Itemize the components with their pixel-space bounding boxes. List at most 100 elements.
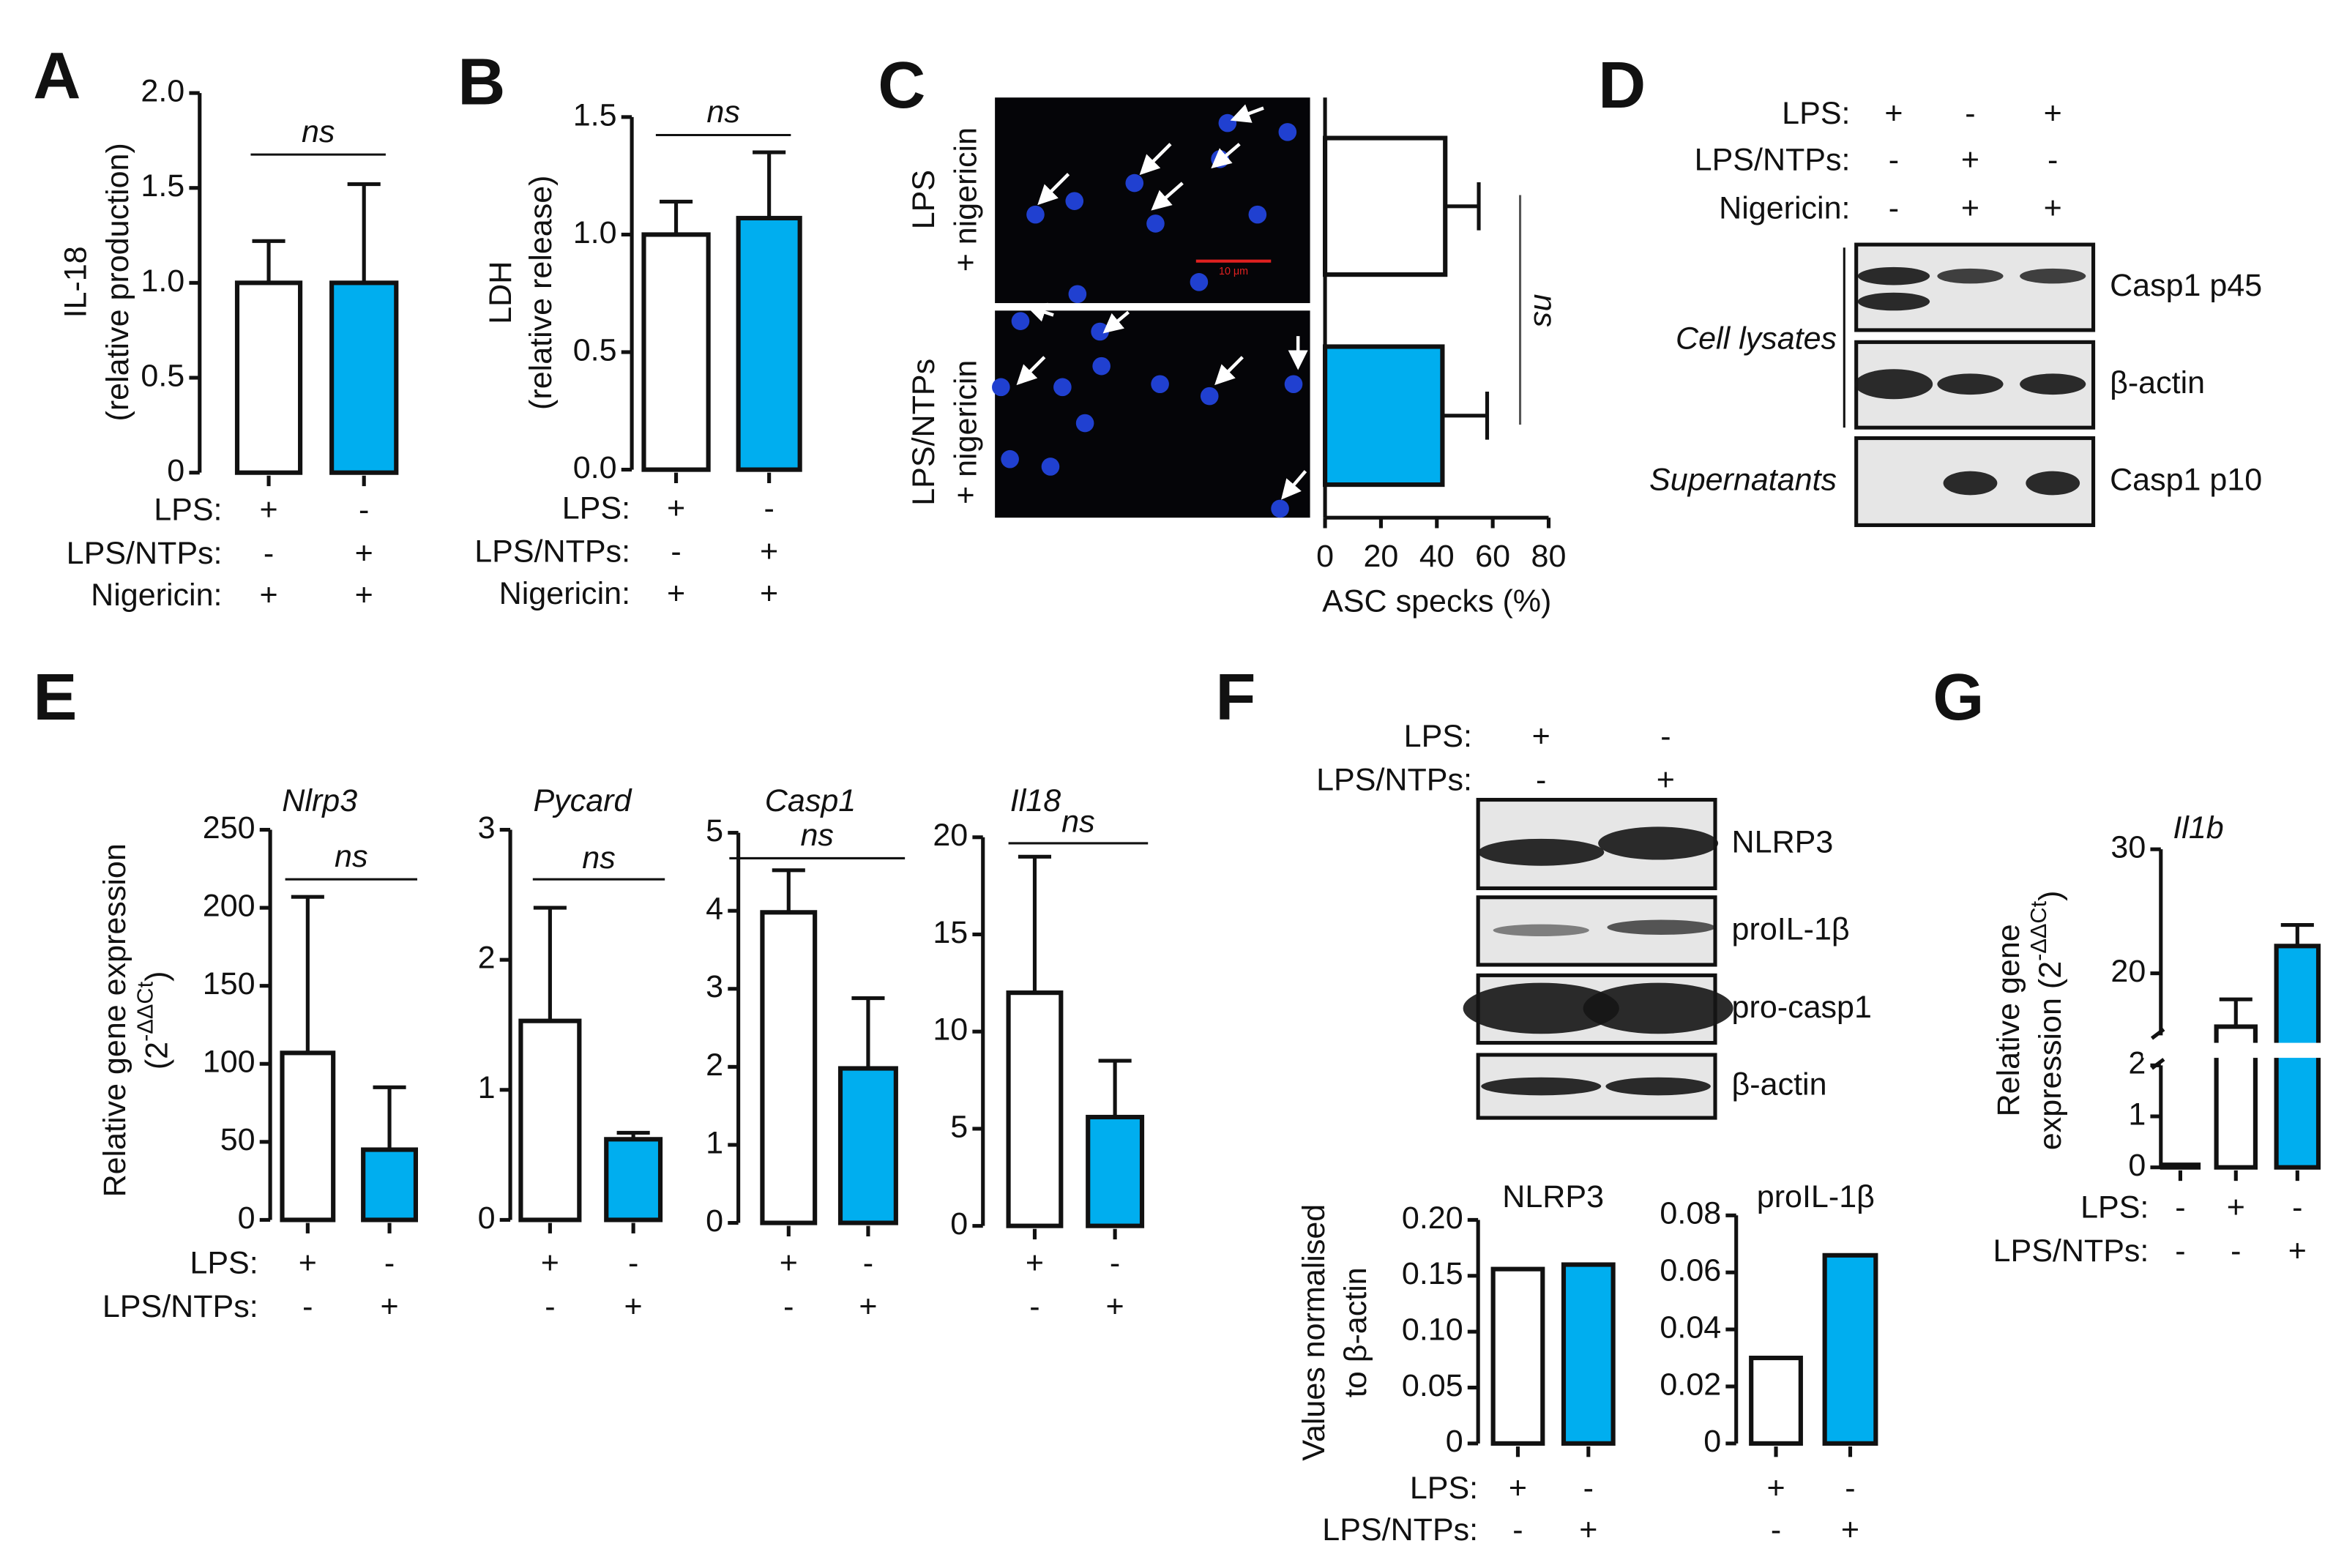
error-bar [616,1130,650,1140]
bar [736,215,802,472]
row-label: + nigericin [949,360,984,504]
panel-letter: G [1933,660,1984,734]
condition-symbol: - [2048,143,2058,178]
arrow [1037,173,1070,206]
bar [641,232,711,472]
condition-label: LPS/NTPs: [102,1289,258,1324]
y-tick-label: 0.10 [1402,1313,1463,1348]
y-axis-label-part: -ΔΔCt [132,981,157,1041]
blot-band [1857,266,1930,285]
condition-symbol: - [2231,1233,2241,1269]
nucleus [1151,375,1169,394]
condition-symbol: - [302,1289,313,1324]
y-axis-label-part: (2 [140,1042,175,1069]
blot-band [1605,1077,1711,1096]
condition-symbol: - [1512,1512,1523,1548]
y-tick-label: 0 [1703,1424,1721,1459]
blot-band [1493,924,1589,937]
error-bar [347,182,381,283]
y-tick-label: 3 [478,810,496,845]
x-tick-label: 20 [1363,539,1398,574]
nucleus [1190,273,1209,291]
y-axis-label-part: expression (2 [2034,961,2069,1150]
condition-symbol: + [355,578,373,613]
bar [1490,1266,1545,1446]
y-axis-label: Values normalised [1296,1204,1332,1461]
arrow [1214,356,1244,386]
condition-symbol: + [1532,719,1550,754]
bar [518,1018,582,1222]
y-tick-label: 3 [706,969,723,1004]
nucleus [1026,205,1045,224]
blot-band [1937,268,2004,284]
bar [1561,1262,1616,1446]
y-axis-label: (relative release) [524,175,559,409]
y-tick-label: 0 [1446,1424,1463,1459]
y-axis-label-part: -ΔΔCt [2026,900,2051,960]
y-axis-label-part: Values normalised [1296,1204,1332,1461]
condition-symbol: - [1889,190,1899,225]
y-tick-label: 200 [203,888,255,923]
nucleus [1001,449,1019,468]
blot-label: Casp1 p45 [2110,268,2262,303]
condition-symbol: + [667,490,685,526]
nucleus [1278,123,1297,141]
blot-label: proIL-1β [1732,911,1850,947]
blot-label: β-actin [1732,1067,1827,1102]
nucleus [1146,214,1165,233]
nucleus [1011,312,1030,330]
error-bar [753,150,786,218]
condition-symbol: + [2044,96,2062,131]
condition-symbol: + [541,1245,559,1280]
condition-symbol: - [1845,1471,1855,1506]
blot-band [1937,373,2004,395]
y-axis-label: Relative gene [1991,924,2026,1116]
y-axis-label-part: LDH [483,261,518,324]
bar [361,1147,418,1222]
y-axis-label: LDH [483,261,518,324]
error-bar [1442,391,1490,440]
error-bar [533,906,567,1021]
condition-symbol: - [1889,143,1899,178]
condition-symbol: + [1961,190,1979,225]
nucleus [1092,356,1111,376]
y-axis-label-part: ) [2034,890,2069,900]
condition-symbol: - [1536,762,1546,797]
y-tick-label: 20 [933,818,968,853]
y-tick-label: 1 [2128,1097,2146,1132]
panel-letter: C [878,48,925,122]
blot-band [2020,373,2086,395]
condition-symbol: - [764,490,774,526]
error-bar [252,239,285,283]
y-tick-label: 0.20 [1402,1201,1463,1236]
x-tick-label: 40 [1419,539,1455,574]
y-tick-label: 20 [2110,954,2146,989]
y-axis-label-part: (relative release) [524,175,559,409]
error-bar [373,1085,406,1150]
condition-symbol: + [355,536,373,571]
y-axis-label: IL-18 [59,246,94,318]
blot-label: pro-casp1 [1732,990,1872,1025]
blot-band [1943,471,1998,496]
y-tick-label: 0 [950,1206,968,1242]
y-tick-label: 0.06 [1660,1253,1721,1288]
condition-symbol: - [671,534,681,570]
error-bar [772,868,805,913]
nucleus [1091,322,1109,341]
y-tick-label: 30 [2110,830,2146,865]
y-tick-label: 0 [706,1203,723,1239]
blot-band [2026,471,2080,496]
significance-label: ns [302,114,335,149]
y-tick-label: 15 [933,915,968,950]
chart-title: Il1b [2173,810,2223,845]
chart-title: Il18 [1010,783,1061,818]
condition-symbol: + [1026,1245,1044,1280]
condition-symbol: - [2175,1233,2185,1269]
panel-letter: D [1598,48,1646,122]
blot-label: NLRP3 [1732,824,1834,859]
blot-panel [1854,242,2096,332]
chart-title: proIL-1β [1757,1179,1875,1214]
condition-symbol: - [264,536,274,571]
y-tick-label: 1 [478,1070,496,1105]
group-label: Cell lysates [1676,321,1837,356]
